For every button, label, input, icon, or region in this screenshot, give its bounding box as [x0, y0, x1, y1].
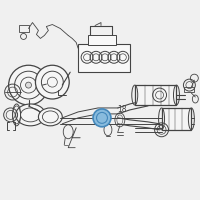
- Circle shape: [35, 65, 69, 99]
- Bar: [162, 108, 191, 130]
- Bar: [78, 44, 130, 72]
- Bar: [184, 87, 194, 92]
- Circle shape: [9, 65, 48, 105]
- Ellipse shape: [38, 108, 62, 126]
- Bar: [135, 85, 176, 105]
- Ellipse shape: [16, 104, 45, 126]
- Circle shape: [26, 82, 31, 88]
- Circle shape: [93, 109, 111, 127]
- Text: 18: 18: [117, 105, 126, 114]
- Bar: [88, 35, 116, 45]
- Bar: [19, 25, 29, 32]
